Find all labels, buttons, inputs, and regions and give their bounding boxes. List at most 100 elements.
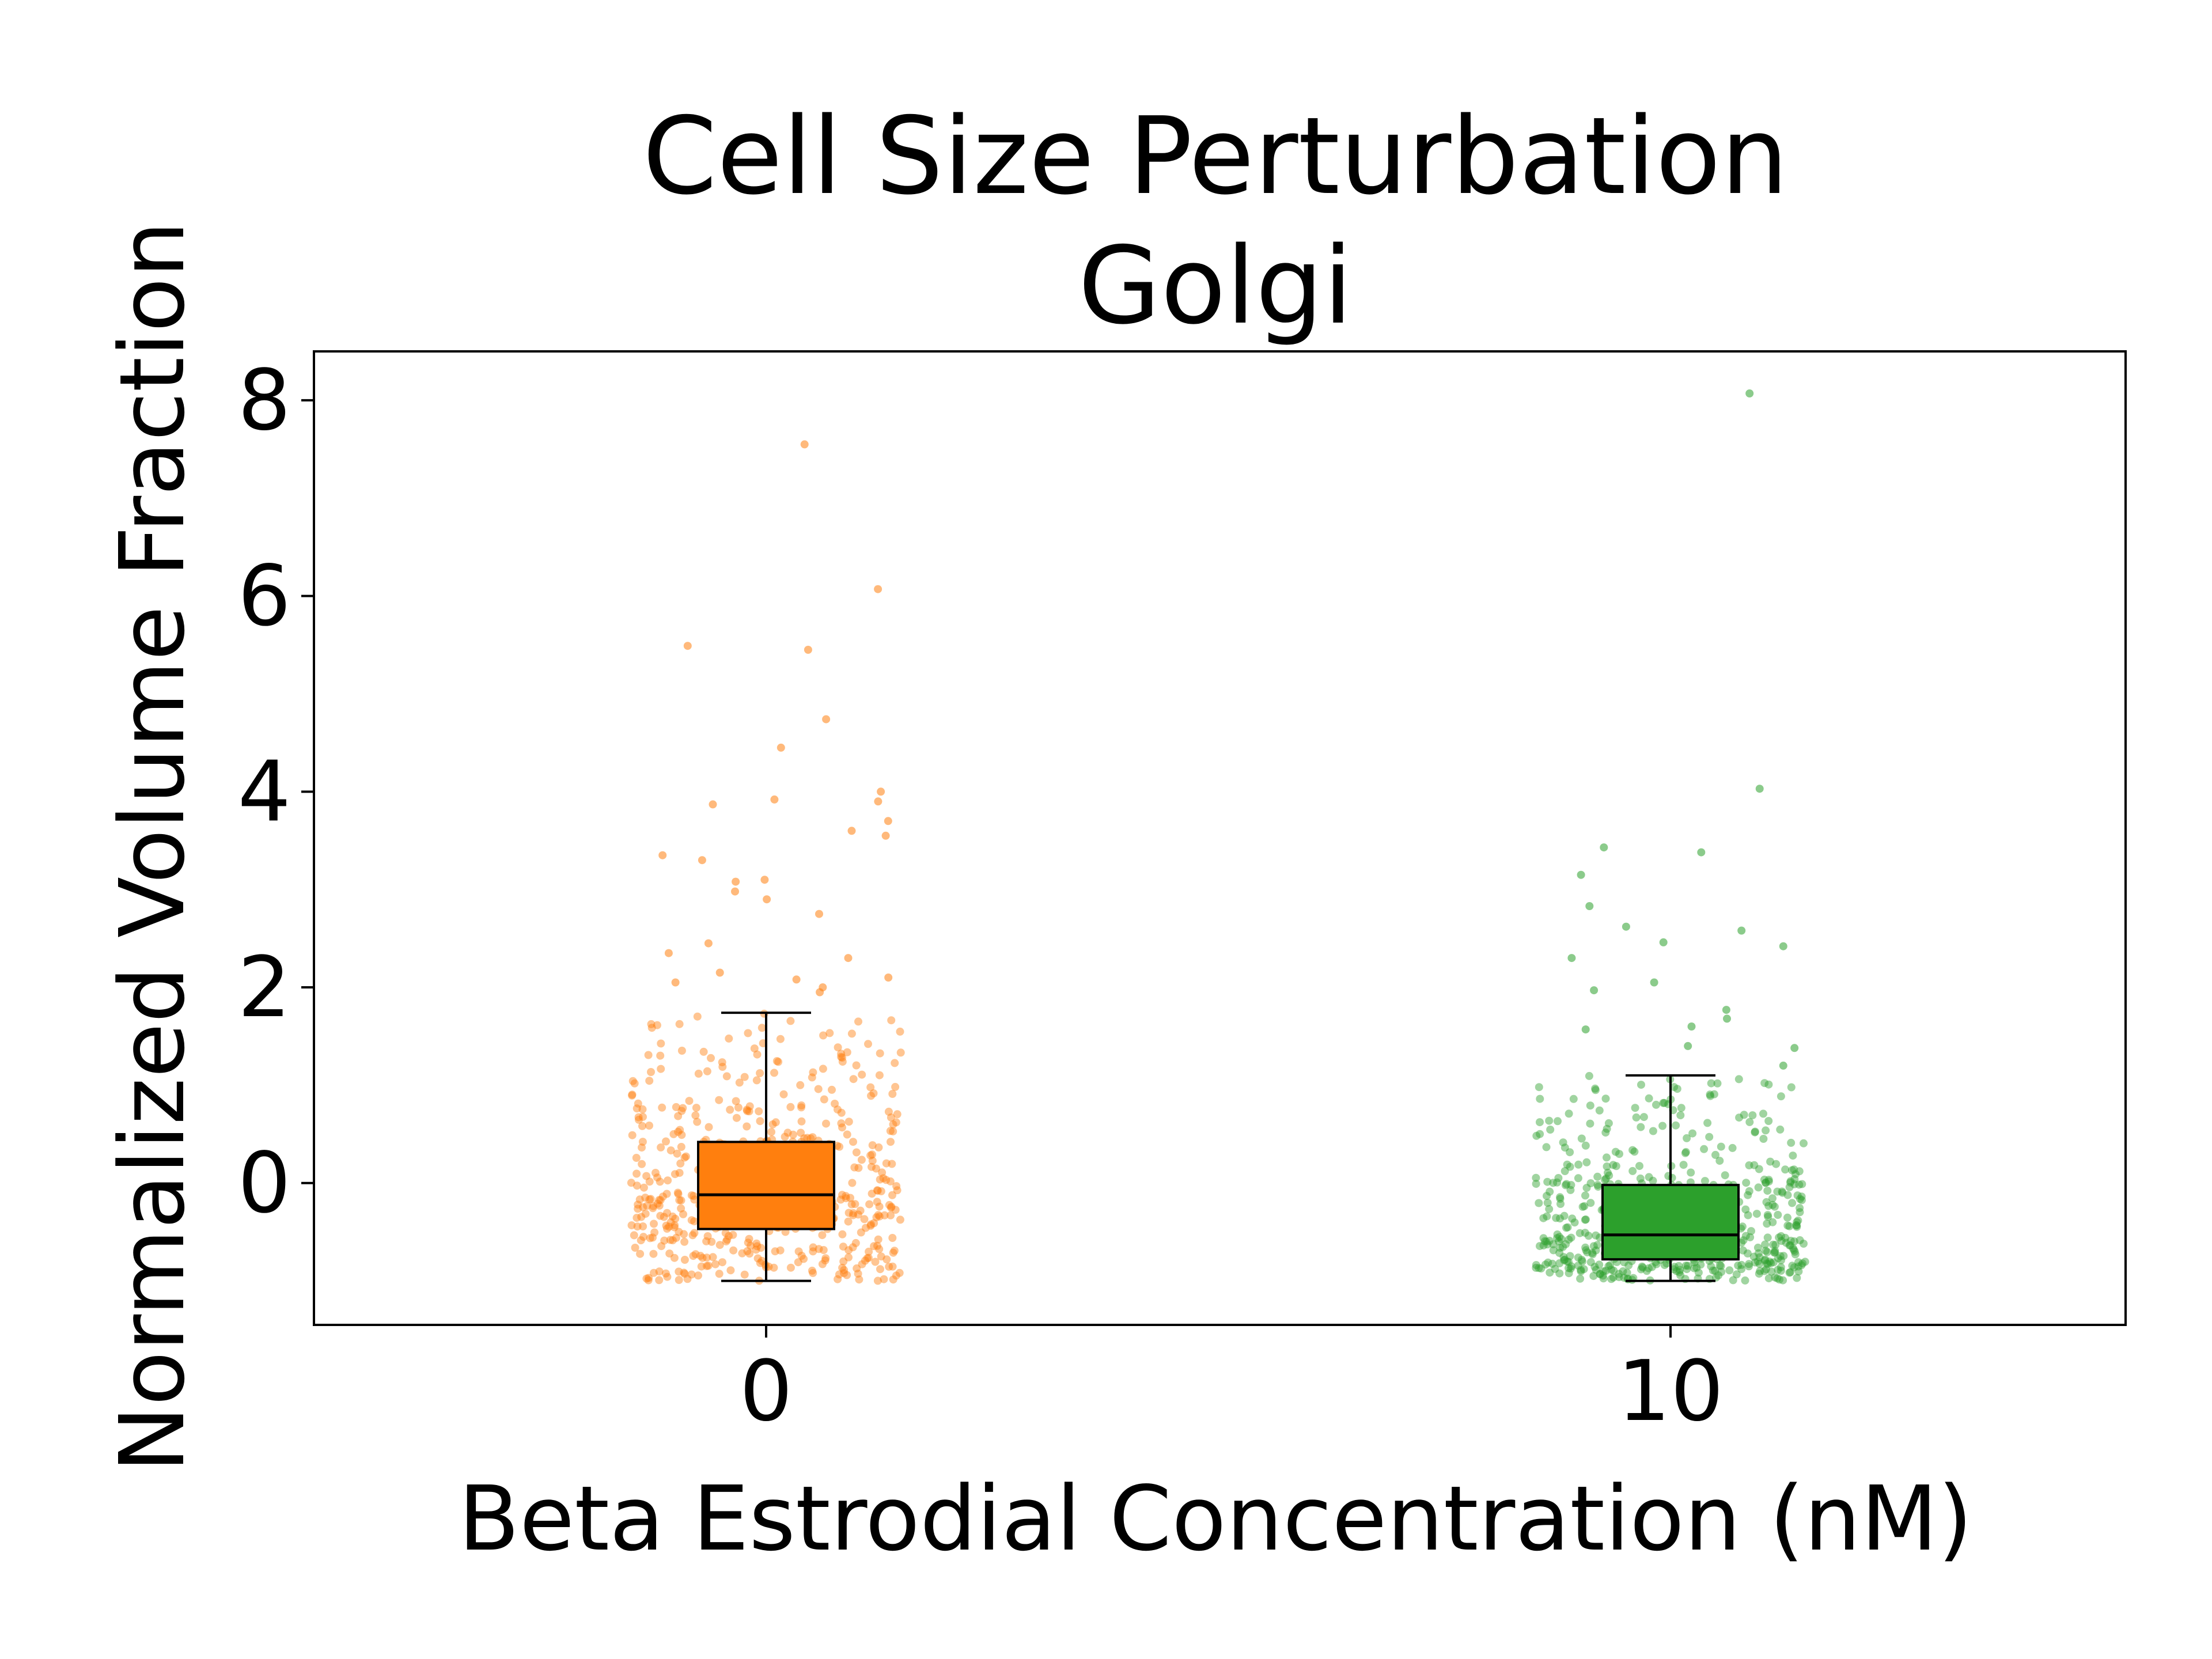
- strip-point: [1790, 1246, 1798, 1254]
- strip-point: [1800, 1139, 1808, 1147]
- outlier-point: [1600, 843, 1608, 852]
- strip-point: [1755, 1253, 1764, 1262]
- strip-point: [715, 1241, 724, 1249]
- strip-point: [1545, 1237, 1554, 1245]
- strip-point: [1759, 1109, 1767, 1118]
- strip-point: [1754, 1249, 1763, 1257]
- strip-point: [1545, 1205, 1554, 1213]
- strip-point: [655, 1267, 664, 1276]
- strip-point: [671, 1214, 680, 1223]
- strip-point: [638, 1138, 647, 1146]
- strip-point: [1688, 1129, 1697, 1138]
- outlier-point: [1650, 978, 1658, 987]
- strip-point: [1603, 1124, 1611, 1133]
- strip-point: [840, 1269, 849, 1278]
- outlier-point: [698, 856, 706, 865]
- strip-point: [743, 1105, 751, 1114]
- strip-point: [1797, 1261, 1806, 1270]
- strip-point: [696, 1252, 704, 1260]
- strip-point: [1783, 1191, 1792, 1199]
- strip-point: [1756, 1267, 1764, 1275]
- strip-point: [1568, 1214, 1577, 1223]
- strip-point: [1642, 1267, 1651, 1275]
- strip-point: [1706, 1090, 1714, 1099]
- strip-point: [715, 1270, 724, 1278]
- strip-point: [1735, 1113, 1744, 1122]
- strip-point: [1570, 1218, 1579, 1227]
- strip-point: [1560, 1143, 1569, 1152]
- strip-point: [1548, 1259, 1556, 1268]
- strip-point: [1543, 1240, 1552, 1249]
- strip-point: [1696, 1260, 1705, 1269]
- strip-point: [786, 1017, 795, 1025]
- strip-point: [677, 1047, 686, 1055]
- strip-point: [888, 1090, 897, 1098]
- strip-point: [634, 1115, 643, 1124]
- strip-point: [1791, 1250, 1800, 1259]
- strip-point: [643, 1202, 652, 1210]
- strip-point: [1581, 1215, 1590, 1224]
- strip-point: [1745, 1260, 1753, 1268]
- strip-point: [1560, 1211, 1569, 1220]
- strip-point: [660, 1213, 668, 1221]
- strip-point: [809, 1243, 817, 1252]
- box-10: [1601, 1074, 1740, 1282]
- strip-point: [1593, 1181, 1602, 1190]
- strip-point: [821, 1256, 830, 1265]
- x-tick-label: 10: [1618, 1343, 1724, 1440]
- strip-point: [1615, 1150, 1623, 1158]
- strip-point: [874, 1235, 882, 1244]
- strip-point: [649, 1249, 658, 1258]
- strip-point: [870, 1219, 878, 1228]
- strip-point: [1785, 1241, 1794, 1250]
- strip-point: [837, 1119, 846, 1128]
- strip-point: [653, 1173, 661, 1182]
- strip-point: [852, 1061, 861, 1070]
- strip-point: [1638, 1263, 1647, 1272]
- strip-point: [1746, 1233, 1755, 1241]
- strip-point: [1565, 1235, 1573, 1244]
- strip-point: [873, 1187, 882, 1195]
- strip-point: [1595, 1106, 1604, 1115]
- strip-point: [1775, 1275, 1784, 1284]
- strip-point: [876, 1265, 884, 1274]
- outlier-point: [760, 876, 769, 884]
- strip-point: [656, 1211, 665, 1220]
- strip-point: [891, 1082, 900, 1091]
- strip-point: [1615, 1270, 1623, 1278]
- strip-point: [644, 1276, 653, 1285]
- strip-point: [1567, 1262, 1575, 1271]
- strip-point: [1539, 1241, 1548, 1250]
- strip-point: [658, 1103, 666, 1112]
- strip-point: [854, 1270, 862, 1278]
- strip-point: [838, 1054, 847, 1062]
- strip-point: [774, 1058, 783, 1066]
- strip-point: [1543, 1199, 1552, 1207]
- outlier-point: [715, 968, 724, 977]
- strip-point: [877, 1252, 885, 1261]
- strip-point: [1759, 1135, 1768, 1143]
- strip-point: [885, 1263, 893, 1271]
- strip-point: [886, 1177, 895, 1185]
- outlier-point: [1659, 938, 1668, 946]
- strip-point: [1762, 1198, 1771, 1206]
- strip-point: [1762, 1126, 1770, 1135]
- strip-point: [756, 1117, 764, 1126]
- strip-point: [683, 1275, 692, 1283]
- strip-point: [1675, 1268, 1684, 1277]
- strip-point: [645, 1077, 654, 1085]
- strip-point: [704, 1262, 713, 1270]
- strip-point: [677, 1196, 685, 1205]
- strip-point: [772, 1057, 781, 1065]
- strip-point: [1790, 1165, 1798, 1174]
- strip-point: [1734, 1075, 1743, 1084]
- strip-point: [1768, 1200, 1777, 1209]
- strip-point: [1559, 1253, 1568, 1262]
- strip-point: [747, 1241, 755, 1250]
- strip-point: [1569, 1094, 1578, 1103]
- strip-point: [834, 1105, 842, 1114]
- strip-point: [786, 1263, 795, 1272]
- strip-point: [1604, 1119, 1613, 1127]
- strip-point: [1581, 1215, 1589, 1224]
- strip-point: [1592, 1266, 1600, 1274]
